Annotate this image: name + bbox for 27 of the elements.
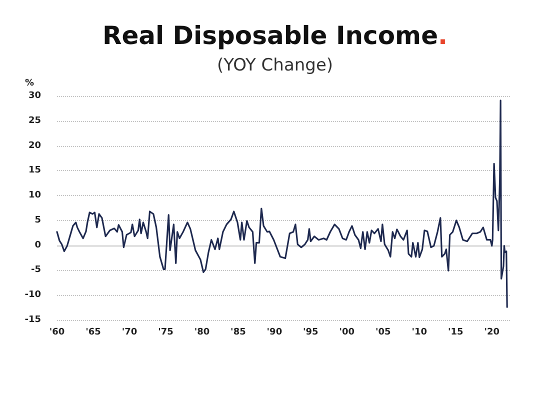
chart-title: Real Disposable Income. — [102, 21, 448, 50]
y-axis-title: % — [25, 78, 34, 88]
y-tick-label: 30 — [28, 91, 41, 101]
x-tick-label: '95 — [303, 328, 318, 338]
y-tick-label: 20 — [28, 140, 41, 151]
y-tick-label: 25 — [28, 116, 41, 126]
chart-subtitle: (YOY Change) — [216, 56, 334, 76]
y-tick-label: 15 — [28, 166, 41, 176]
x-tick-label: '85 — [230, 328, 246, 338]
x-tick-label: '65 — [86, 328, 101, 338]
x-tick-label: '10 — [412, 328, 428, 338]
x-tick-label: '05 — [376, 328, 391, 338]
y-tick-label: 10 — [28, 190, 41, 201]
y-tick-label: 5 — [34, 215, 41, 226]
y-tick-label: -15 — [24, 315, 41, 325]
x-tick-label: '80 — [194, 328, 210, 338]
y-tick-label: -10 — [24, 290, 41, 300]
x-tick-label: '70 — [122, 328, 138, 338]
line-series — [56, 100, 508, 308]
x-tick-label: '75 — [158, 328, 174, 338]
x-tick-label: '15 — [448, 328, 464, 338]
y-tick-label: 0 — [34, 240, 41, 250]
x-tick-label: '20 — [484, 328, 500, 338]
y-tick-label: -5 — [31, 265, 41, 276]
x-tick-label: '00 — [339, 328, 355, 338]
x-tick-label: '60 — [49, 328, 65, 338]
x-tick-label: '90 — [266, 328, 282, 338]
